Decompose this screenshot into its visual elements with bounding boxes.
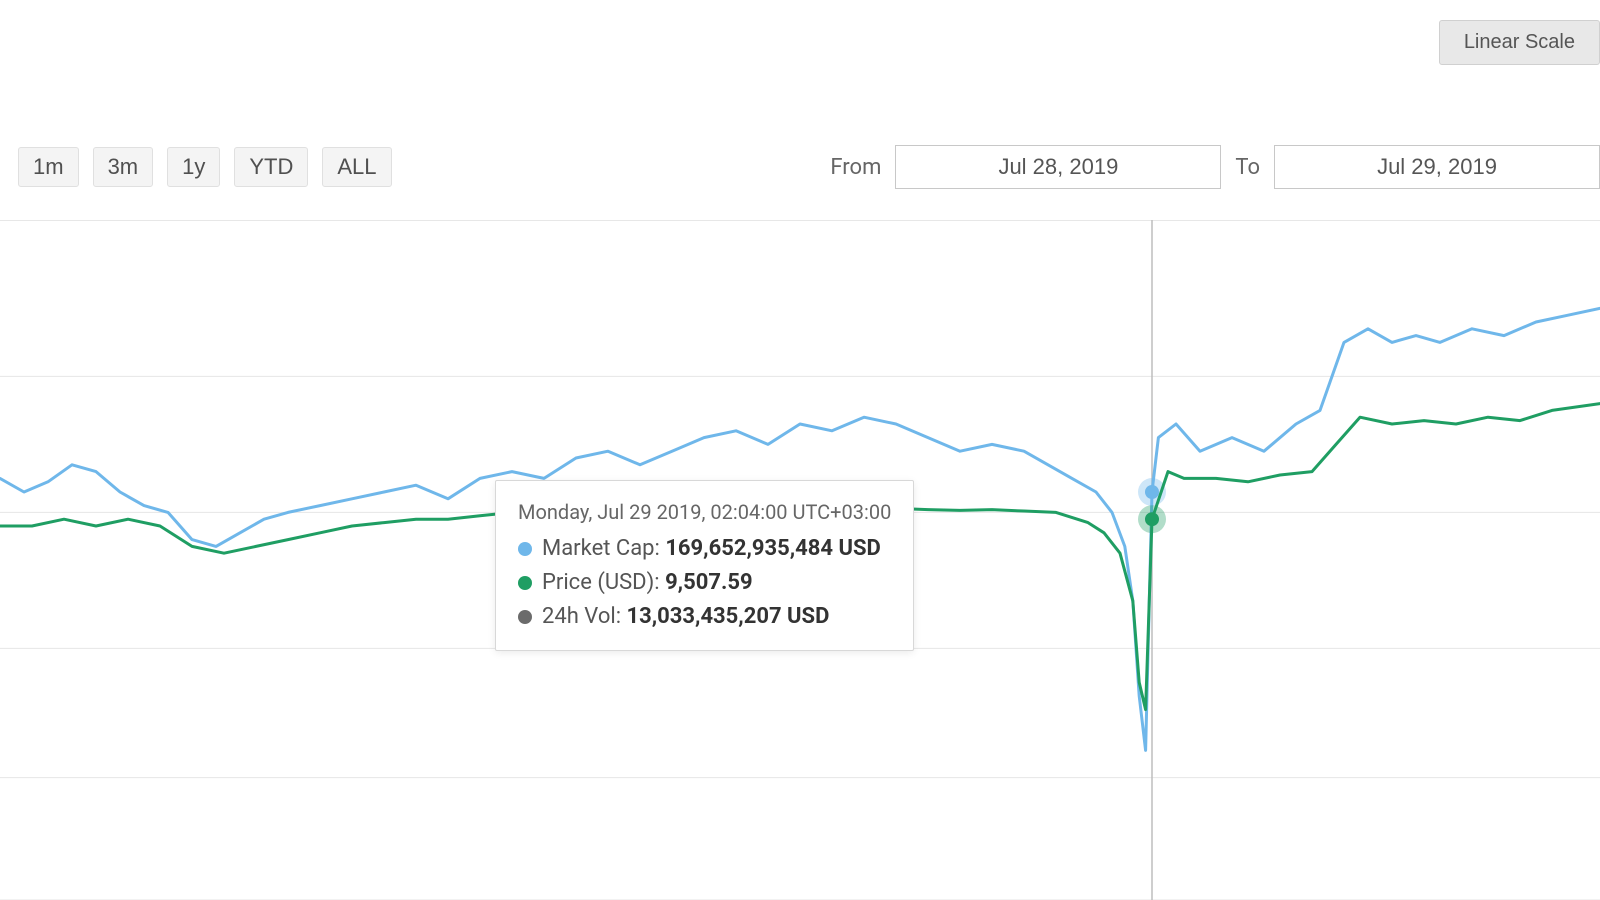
- chart-tooltip: Monday, Jul 29 2019, 02:04:00 UTC+03:00 …: [495, 480, 914, 651]
- date-range: From To: [830, 145, 1600, 189]
- from-label: From: [830, 155, 881, 180]
- tooltip-title: Monday, Jul 29 2019, 02:04:00 UTC+03:00: [518, 497, 891, 528]
- tooltip-value: 169,652,935,484 USD: [665, 536, 881, 561]
- range-button-1m[interactable]: 1m: [18, 147, 79, 187]
- tooltip-row: 24h Vol: 13,033,435,207 USD: [518, 600, 891, 634]
- tooltip-label: Market Cap:: [542, 536, 665, 561]
- to-label: To: [1235, 155, 1260, 180]
- chart-toolbar: Linear Scale: [1439, 20, 1600, 65]
- tooltip-row: Price (USD): 9,507.59: [518, 566, 891, 600]
- range-buttons: 1m 3m 1y YTD ALL: [18, 147, 392, 187]
- scale-toggle-button[interactable]: Linear Scale: [1439, 20, 1600, 65]
- tooltip-row: Market Cap: 169,652,935,484 USD: [518, 532, 891, 566]
- chart-area[interactable]: Monday, Jul 29 2019, 02:04:00 UTC+03:00 …: [0, 220, 1600, 900]
- tooltip-value: 13,033,435,207 USD: [627, 604, 830, 629]
- tooltip-dot-icon: [518, 542, 532, 556]
- range-button-1y[interactable]: 1y: [167, 147, 220, 187]
- tooltip-dot-icon: [518, 576, 532, 590]
- tooltip-label: 24h Vol:: [542, 604, 627, 629]
- chart-controls: 1m 3m 1y YTD ALL From To: [18, 145, 1600, 189]
- tooltip-value: 9,507.59: [665, 570, 753, 595]
- range-button-3m[interactable]: 3m: [93, 147, 154, 187]
- range-button-all[interactable]: ALL: [322, 147, 391, 187]
- range-button-ytd[interactable]: YTD: [234, 147, 308, 187]
- to-date-input[interactable]: [1274, 145, 1600, 189]
- tooltip-dot-icon: [518, 610, 532, 624]
- tooltip-label: Price (USD):: [542, 570, 665, 595]
- from-date-input[interactable]: [895, 145, 1221, 189]
